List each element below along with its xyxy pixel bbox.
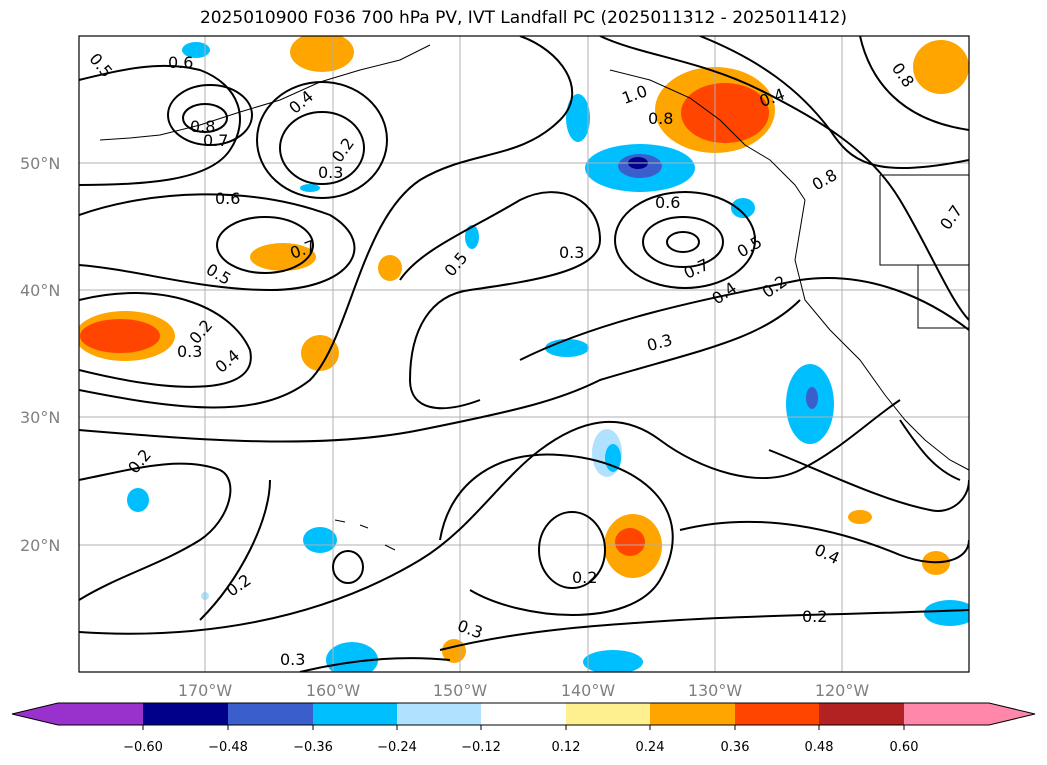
colorbar-tick: 0.60 — [890, 740, 919, 755]
lat-label-20n: 20°N — [20, 536, 60, 555]
colorbar-segment — [650, 703, 735, 725]
contour-label: 0.6 — [215, 189, 240, 208]
colorbar-tick: 0.12 — [552, 740, 581, 755]
contour-label: 0.3 — [559, 243, 584, 262]
colorbar-segment — [58, 703, 143, 725]
plot-title: 2025010900 F036 700 hPa PV, IVT Landfall… — [199, 8, 847, 28]
positive-shading — [79, 36, 969, 663]
colorbar-tick: −0.36 — [293, 740, 333, 755]
lat-label-30n: 30°N — [20, 408, 60, 427]
longitude-labels: 170°W 160°W 150°W 140°W 130°W 120°W — [178, 681, 870, 700]
contour-label: 0.2 — [328, 134, 358, 166]
colorbar-extend-high — [989, 703, 1035, 725]
contour-label: 0.8 — [648, 109, 673, 128]
colorbar-segment — [397, 703, 481, 725]
colorbar-tick: 0.24 — [636, 740, 665, 755]
contour-label: 0.4 — [211, 346, 243, 377]
contour-label: 1.0 — [619, 81, 649, 108]
colorbar-tick: −0.60 — [123, 740, 163, 755]
lon-label-120w: 120°W — [815, 681, 870, 700]
colorbar-extend-low — [12, 703, 58, 725]
colorbar-tick: −0.24 — [377, 740, 417, 755]
colorbar-segment — [735, 703, 819, 725]
lon-label-170w: 170°W — [178, 681, 233, 700]
contour-label: 0.7 — [203, 131, 228, 150]
colorbar-segment — [819, 703, 904, 725]
contour-label: 0.3 — [177, 342, 202, 361]
colorbar-segment — [313, 703, 397, 725]
contour-label: 0.2 — [223, 570, 255, 600]
contour-label: 0.2 — [124, 445, 155, 477]
contour-label: 0.7 — [681, 255, 712, 283]
lon-label-150w: 150°W — [433, 681, 488, 700]
contour-label: 0.4 — [812, 540, 843, 568]
colorbar-segment — [143, 703, 228, 725]
colorbar-tick: 0.36 — [721, 740, 750, 755]
contour-label: 0.3 — [280, 650, 305, 669]
contour-label: 0.5 — [441, 248, 472, 280]
contour-label: 0.2 — [759, 272, 791, 302]
lon-label-160w: 160°W — [306, 681, 361, 700]
contour-label: 0.4 — [708, 278, 740, 308]
negative-shading — [127, 42, 969, 672]
contour-label: 0.3 — [455, 616, 485, 643]
colorbar-tick: 0.48 — [805, 740, 834, 755]
pv-contours — [79, 36, 969, 672]
contour-label: 0.6 — [655, 193, 680, 212]
contour-label: 0.7 — [936, 202, 966, 234]
colorbar-tick: −0.48 — [208, 740, 248, 755]
colorbar: −0.60 −0.48 −0.36 −0.24 −0.12 0.12 0.24 … — [11, 702, 1036, 755]
contour-label: 0.2 — [572, 568, 597, 587]
coastlines — [99, 44, 969, 551]
lat-label-50n: 50°N — [20, 154, 60, 173]
contour-label: 0.8 — [809, 165, 841, 194]
latitude-labels: 50°N 40°N 30°N 20°N — [20, 154, 60, 555]
contour-label: 0.5 — [734, 232, 766, 261]
lon-label-130w: 130°W — [688, 681, 743, 700]
map-frame — [78, 35, 970, 673]
contour-label: 0.6 — [168, 53, 193, 72]
contour-label: 0.2 — [802, 607, 827, 626]
colorbar-tick: −0.12 — [461, 740, 501, 755]
lat-label-40n: 40°N — [20, 281, 60, 300]
map-area: 0.5 0.6 0.8 0.7 0.4 0.2 0.3 0.6 0.7 0.5 … — [79, 36, 969, 672]
colorbar-segment — [228, 703, 313, 725]
colorbar-segment — [481, 703, 566, 725]
colorbar-segment — [904, 703, 989, 725]
colorbar-segment — [566, 703, 650, 725]
lon-label-140w: 140°W — [561, 681, 616, 700]
contour-label: 0.3 — [318, 163, 343, 182]
contour-label: 0.8 — [190, 117, 215, 136]
contour-label: 0.3 — [645, 330, 675, 355]
